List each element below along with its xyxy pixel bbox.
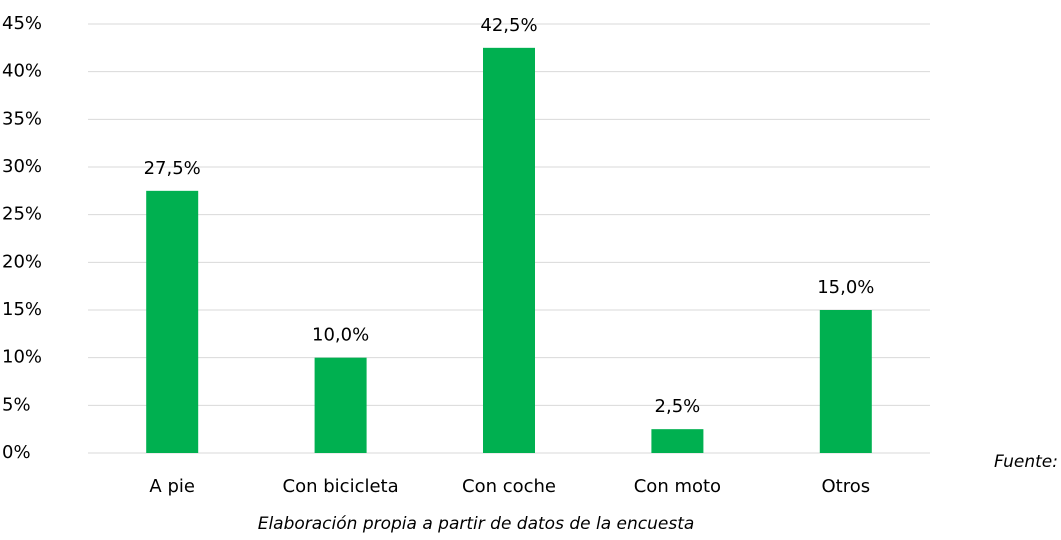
data-label: 15,0% [817,277,874,298]
x-tick-label: Otros [821,476,870,497]
y-tick-label: 30% [2,156,42,177]
x-tick-label: Con coche [462,476,556,497]
y-tick-label: 40% [2,61,42,82]
y-tick-label: 0% [2,442,31,463]
x-tick-label: Con bicicleta [283,476,399,497]
y-tick-label: 15% [2,299,42,320]
source-note: Elaboración propia a partir de datos de … [258,514,695,534]
bar [651,429,704,453]
data-label: 2,5% [655,396,701,417]
y-tick-label: 5% [2,394,31,415]
y-tick-label: 45% [2,13,42,34]
bar [146,190,199,454]
bar [314,357,367,453]
x-tick-label: A pie [149,476,195,497]
bar [819,310,872,453]
y-tick-label: 20% [2,251,42,272]
data-label: 10,0% [312,325,369,346]
source-label: Fuente: [994,452,1058,472]
y-tick-label: 25% [2,204,42,225]
bar [483,47,535,453]
y-tick-label: 35% [2,108,42,129]
x-tick-label: Con moto [634,476,721,497]
data-label: 42,5% [480,15,537,36]
data-label: 27,5% [144,158,201,179]
y-tick-label: 10% [2,347,42,368]
